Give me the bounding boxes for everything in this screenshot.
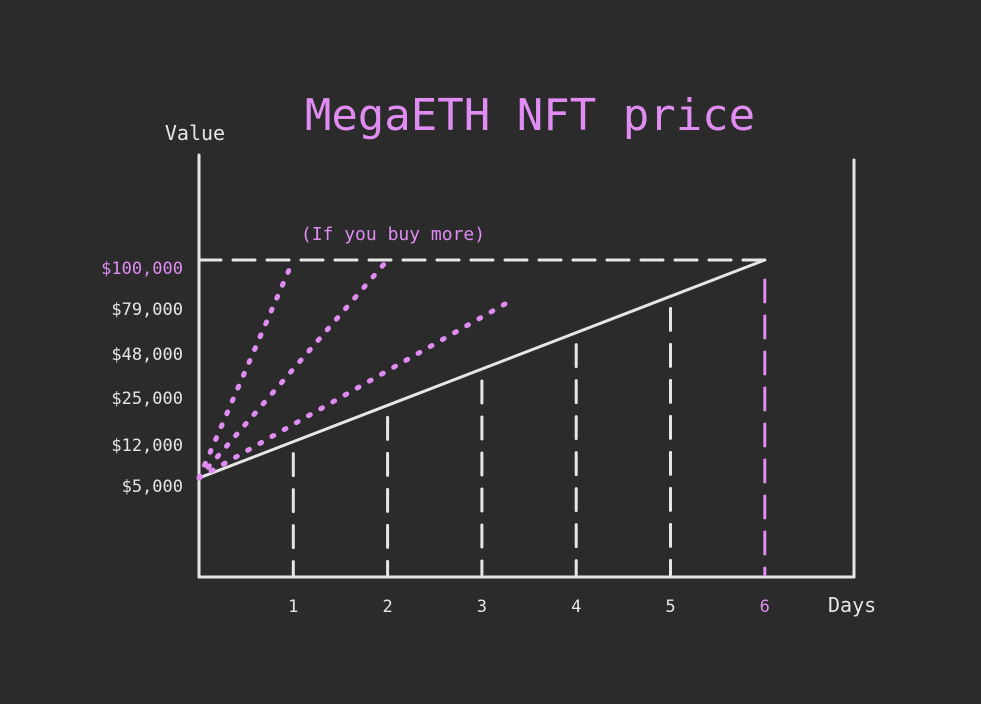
buy-more-line-3 bbox=[196, 298, 513, 481]
price-line bbox=[197, 258, 767, 480]
buy-more-line-2 bbox=[196, 257, 391, 481]
x-tick-label: 5 bbox=[665, 597, 675, 617]
x-tick-labels: 1 2 3 4 5 6 bbox=[288, 597, 770, 617]
x-tick-label: 3 bbox=[477, 597, 487, 617]
x-tick-label: 4 bbox=[571, 597, 581, 617]
chart-title: MegaETH NFT price bbox=[305, 90, 755, 141]
y-tick-label: $100,000 bbox=[101, 259, 183, 279]
y-tick-labels: $5,000 $12,000 $25,000 $48,000 $79,000 $100,0… bbox=[101, 259, 183, 497]
x-tick-label: 1 bbox=[288, 597, 298, 617]
y-tick-label: $25,000 bbox=[111, 389, 183, 409]
x-tick-label: 2 bbox=[382, 597, 392, 617]
buy-more-annotation: (If you buy more) bbox=[301, 224, 485, 245]
x-tick-label: 6 bbox=[760, 597, 770, 617]
y-tick-label: $12,000 bbox=[111, 436, 183, 456]
y-tick-label: $79,000 bbox=[111, 300, 183, 320]
axes bbox=[197, 153, 856, 579]
y-tick-label: $48,000 bbox=[111, 345, 183, 365]
buy-more-line-1 bbox=[196, 257, 296, 481]
series-lines bbox=[196, 257, 767, 481]
x-axis-title: Days bbox=[828, 593, 876, 617]
reference-lines bbox=[197, 258, 767, 577]
y-tick-label: $5,000 bbox=[122, 477, 183, 497]
y-axis-title: Value bbox=[165, 121, 225, 145]
